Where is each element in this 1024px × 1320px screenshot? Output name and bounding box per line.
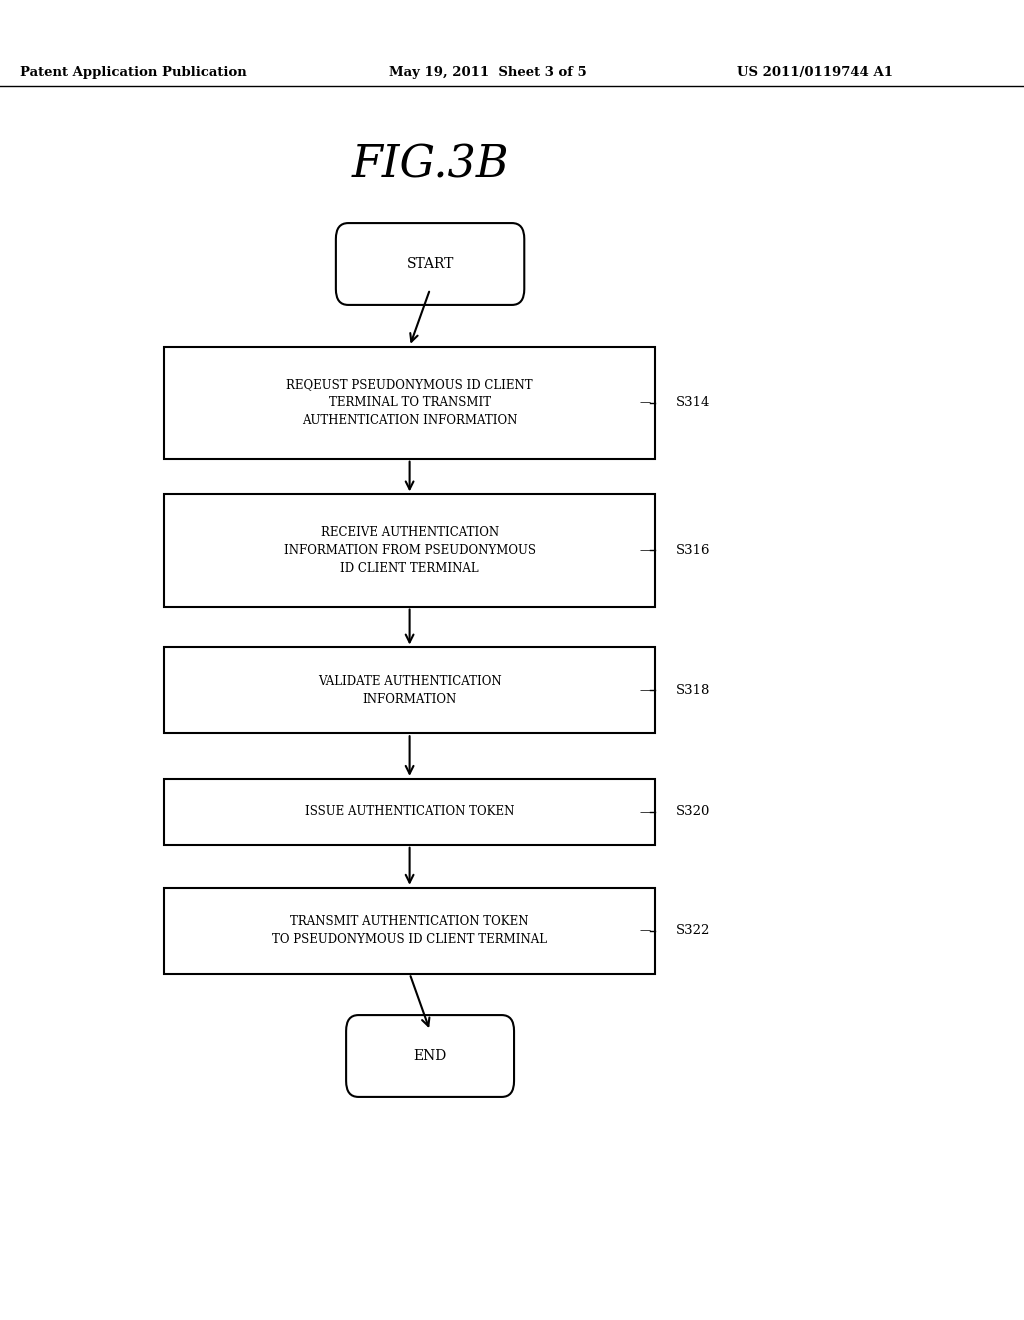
Bar: [164, 347, 655, 459]
Bar: [164, 779, 655, 845]
Text: —: —: [639, 545, 650, 556]
Text: S322: S322: [676, 924, 711, 937]
Text: VALIDATE AUTHENTICATION
INFORMATION: VALIDATE AUTHENTICATION INFORMATION: [317, 675, 502, 706]
Text: —: —: [639, 807, 650, 817]
Text: RECEIVE AUTHENTICATION
INFORMATION FROM PSEUDONYMOUS
ID CLIENT TERMINAL: RECEIVE AUTHENTICATION INFORMATION FROM …: [284, 525, 536, 576]
Text: END: END: [414, 1049, 446, 1063]
Text: S316: S316: [676, 544, 711, 557]
Bar: [164, 888, 655, 974]
Text: S320: S320: [676, 805, 711, 818]
Text: —: —: [639, 685, 650, 696]
Text: —: —: [639, 925, 650, 936]
Bar: [164, 647, 655, 734]
Text: S318: S318: [676, 684, 711, 697]
Text: Patent Application Publication: Patent Application Publication: [20, 66, 247, 79]
Text: US 2011/0119744 A1: US 2011/0119744 A1: [737, 66, 893, 79]
FancyBboxPatch shape: [346, 1015, 514, 1097]
Text: FIG.3B: FIG.3B: [351, 144, 509, 186]
Bar: [164, 495, 655, 607]
FancyBboxPatch shape: [336, 223, 524, 305]
Text: ISSUE AUTHENTICATION TOKEN: ISSUE AUTHENTICATION TOKEN: [305, 805, 514, 818]
Text: START: START: [407, 257, 454, 271]
Text: S314: S314: [676, 396, 711, 409]
Text: TRANSMIT AUTHENTICATION TOKEN
TO PSEUDONYMOUS ID CLIENT TERMINAL: TRANSMIT AUTHENTICATION TOKEN TO PSEUDON…: [272, 915, 547, 946]
Text: May 19, 2011  Sheet 3 of 5: May 19, 2011 Sheet 3 of 5: [389, 66, 587, 79]
Text: —: —: [639, 397, 650, 408]
Text: REQEUST PSEUDONYMOUS ID CLIENT
TERMINAL TO TRANSMIT
AUTHENTICATION INFORMATION: REQEUST PSEUDONYMOUS ID CLIENT TERMINAL …: [287, 378, 532, 428]
